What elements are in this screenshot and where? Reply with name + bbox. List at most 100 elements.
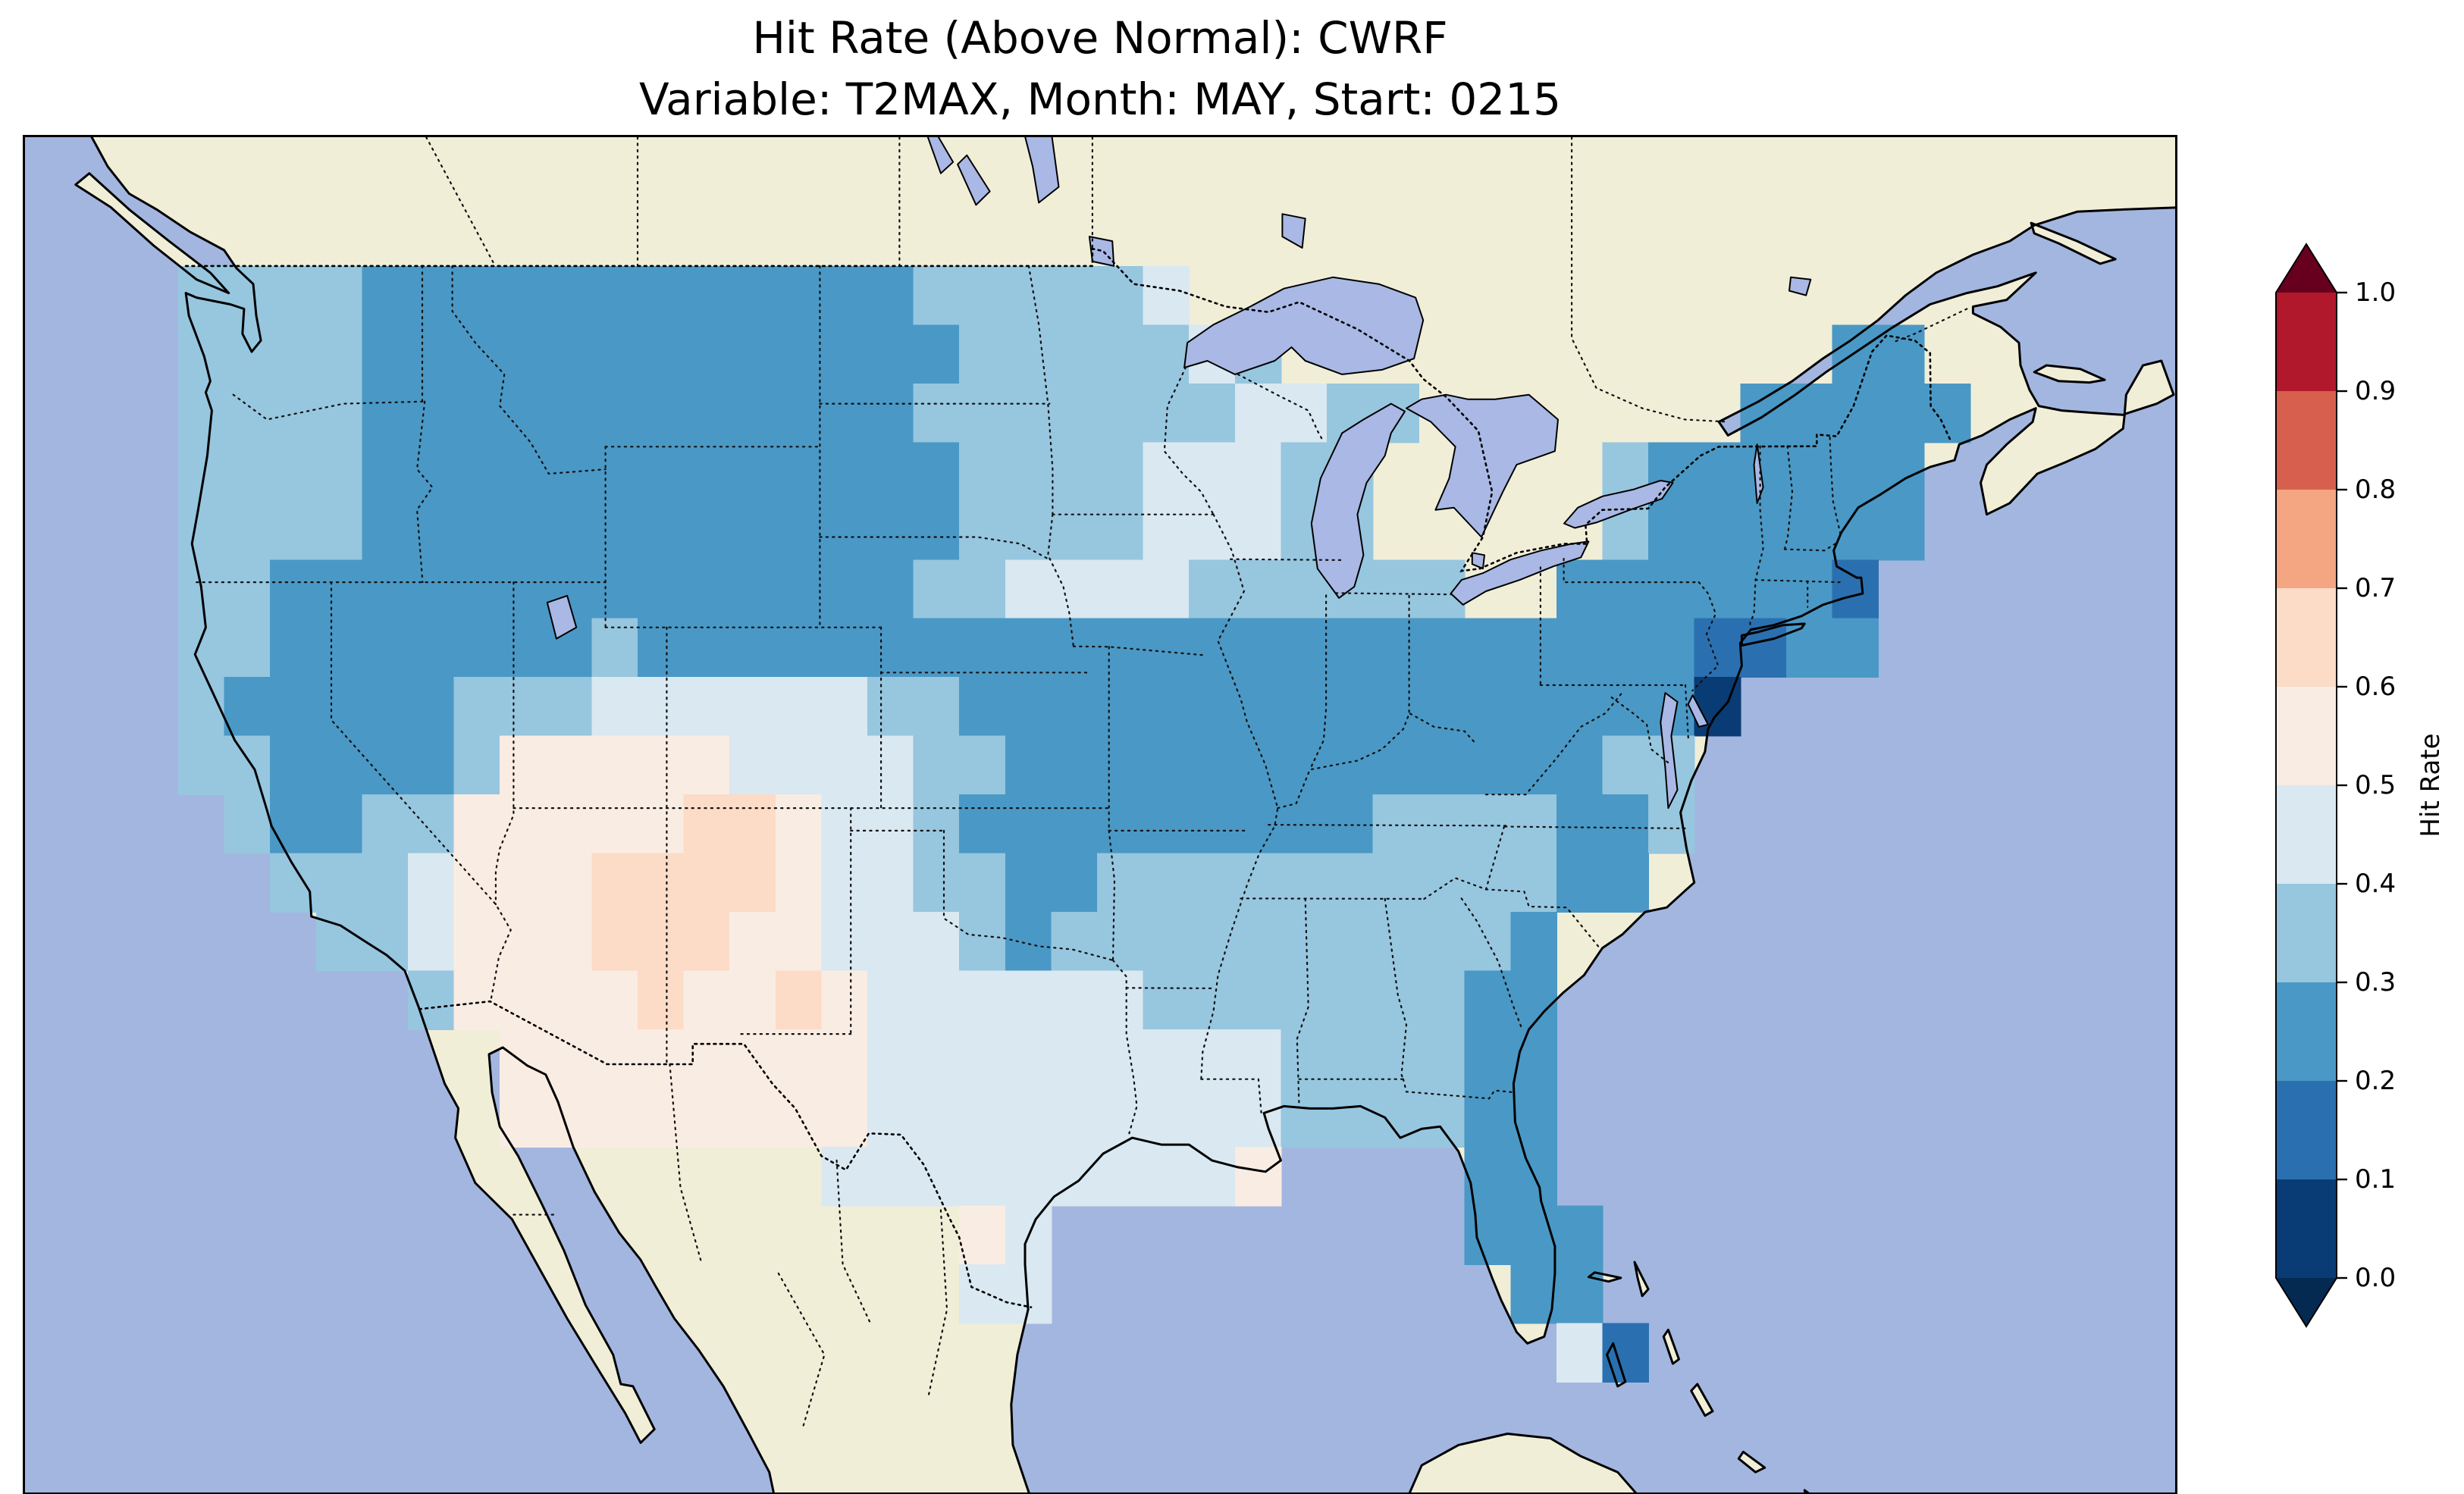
grid-cell	[408, 324, 455, 384]
grid-cell	[315, 618, 363, 678]
grid-cell	[867, 383, 914, 443]
lakes-layer	[546, 137, 1812, 810]
grid-cell	[1648, 559, 1695, 619]
grid-cell	[362, 442, 409, 502]
grid-cell	[1602, 794, 1650, 854]
grid-cell	[1051, 1147, 1098, 1207]
grid-cell	[683, 912, 731, 972]
grid-cell	[362, 735, 409, 796]
grid-cell	[1419, 1088, 1466, 1148]
grid-cell	[500, 677, 547, 737]
grid-cell	[1143, 500, 1190, 561]
grid-cell	[178, 677, 225, 737]
grid-cell	[1556, 1264, 1603, 1324]
grid-cell	[1281, 853, 1328, 913]
grid-cell	[545, 500, 593, 561]
lake	[1406, 393, 1559, 538]
grid-cell	[1234, 618, 1282, 678]
lake	[1183, 276, 1425, 375]
grid-cell	[959, 735, 1006, 796]
state-border	[1163, 366, 1215, 515]
grid-cell	[913, 794, 961, 854]
grid-cell	[1097, 265, 1144, 326]
grid-cell	[1832, 442, 1879, 502]
grid-cell	[1510, 970, 1557, 1031]
grid-cell	[500, 383, 547, 443]
grid-cell	[1372, 735, 1420, 796]
grid-cell	[1878, 324, 1925, 384]
grid-cell	[913, 442, 961, 502]
island	[1738, 1452, 1765, 1473]
lake	[1450, 540, 1590, 606]
grid-cell	[500, 794, 547, 854]
grid-cell	[1464, 1088, 1512, 1148]
state-border	[1423, 825, 1506, 900]
grid-cell	[545, 383, 593, 443]
grid-cell	[408, 677, 455, 737]
figure-title: Hit Rate (Above Normal): CWRF Variable: …	[23, 8, 2177, 130]
grid-cell	[408, 794, 455, 854]
grid-cell	[821, 1088, 868, 1148]
grid-cell	[315, 677, 363, 737]
grid-cell	[591, 324, 638, 384]
grid-cell	[959, 324, 1006, 384]
colorbar-tick-label: 0.2	[2355, 1066, 2396, 1096]
grid-cell	[867, 677, 914, 737]
grid-cell	[1097, 324, 1144, 384]
grid-cell	[1372, 559, 1420, 619]
state-border	[1783, 445, 1794, 550]
state-border	[1309, 594, 1328, 771]
grid-cell	[1556, 618, 1603, 678]
grid-cell	[1051, 853, 1098, 913]
grid-cell	[1510, 1088, 1557, 1148]
grid-cell	[315, 324, 363, 384]
grid-cell	[1005, 677, 1052, 737]
state-border	[1484, 888, 1602, 951]
grid-cell	[500, 559, 547, 619]
grid-cell	[545, 265, 593, 326]
grid-cell	[1372, 794, 1420, 854]
grid-cell	[1189, 442, 1236, 502]
province-border	[777, 1272, 826, 1428]
grid-cell	[775, 265, 823, 326]
grid-cell	[1464, 1029, 1512, 1089]
grid-cell	[1005, 735, 1052, 796]
grid-cell	[315, 912, 363, 972]
grid-cell	[638, 442, 685, 502]
grid-cell	[1281, 618, 1328, 678]
grid-cell	[1143, 1029, 1190, 1089]
grid-cell	[775, 1029, 823, 1089]
grid-cell	[867, 442, 914, 502]
grid-cell	[821, 794, 868, 854]
grid-cell	[1097, 1029, 1144, 1089]
grid-cell	[867, 912, 914, 972]
grid-cell	[1005, 853, 1052, 913]
grid-cell	[913, 559, 961, 619]
grid-cell	[500, 500, 547, 561]
grid-cell	[1281, 735, 1328, 796]
grid-cell	[1281, 970, 1328, 1031]
grid-cell	[1143, 559, 1190, 619]
grid-cell	[775, 618, 823, 678]
grid-cell	[362, 853, 409, 913]
grid-cell	[500, 265, 547, 326]
colorbar-svg: 1.0 0.9 0.8 0.7 0.6 0.5 0.4 0.3 0.2 0.1 0.0 Hit Rat…	[2275, 243, 2446, 1328]
grid-cell	[1143, 324, 1190, 384]
grid-cell	[453, 265, 501, 326]
grid-cell	[224, 265, 271, 326]
grid-cell	[821, 383, 868, 443]
grid-cell	[1189, 794, 1236, 854]
grid-cell	[1602, 735, 1650, 796]
grid-cell	[821, 912, 868, 972]
island	[2031, 223, 2116, 264]
grid-cell	[1143, 794, 1190, 854]
island-coastline	[1408, 1433, 1638, 1492]
grid-cell	[683, 265, 731, 326]
grid-cell	[1556, 735, 1603, 796]
grid-cell	[1143, 265, 1190, 326]
grid-cell	[775, 853, 823, 913]
grid-cell	[638, 853, 685, 913]
grid-cell	[867, 1147, 914, 1207]
grid-cell	[1097, 677, 1144, 737]
grid-cell	[1372, 1029, 1420, 1089]
